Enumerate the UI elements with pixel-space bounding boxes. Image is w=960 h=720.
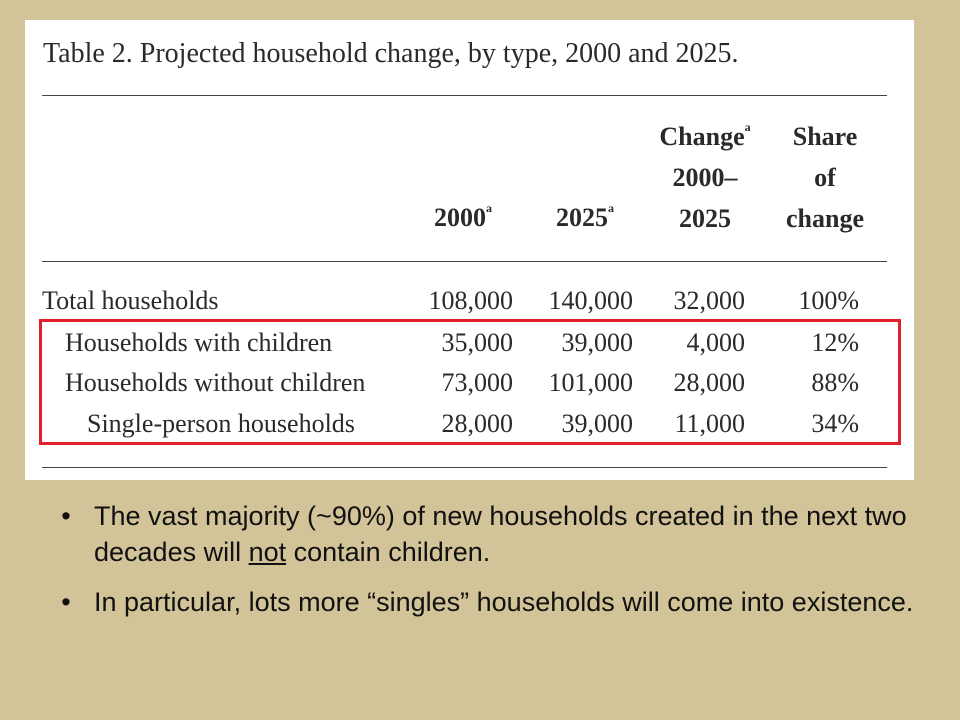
cell-share: 88% [811,368,859,397]
table-row-households-without-children: Households without children 73,000 101,0… [25,362,914,403]
cell-2025: 101,000 [548,368,634,397]
row-label: Households without children [65,368,366,397]
cell-change: 4,000 [686,328,746,357]
table-top-rule [42,95,887,96]
table-row-total-households: Total households 108,000 140,000 32,000 … [25,280,914,321]
column-header-2000: 2000a [434,201,492,232]
bullet-item-no-children: • The vast majority (~90%) of new househo… [56,498,936,570]
cell-change: 32,000 [673,286,746,315]
bullet-item-singles: • In particular, lots more “singles” hous… [56,584,936,620]
column-header-change: Changea 2000– 2025 [659,120,751,233]
bullet-marker: • [61,587,71,617]
cell-change: 11,000 [674,409,745,438]
cell-2000: 108,000 [428,286,514,315]
cell-2025: 39,000 [561,409,634,438]
cell-share: 12% [811,328,859,357]
bullet-list: • The vast majority (~90%) of new househo… [56,498,936,634]
table-row-households-with-children: Households with children 35,000 39,000 4… [25,322,914,363]
highlight-box [39,319,901,445]
cell-2000: 28,000 [441,409,514,438]
table-title: Table 2. Projected household change, by … [43,38,739,69]
column-header-share: Share of change [786,122,864,233]
cell-2025: 140,000 [548,286,634,315]
cell-change: 28,000 [673,368,746,397]
row-label: Total households [42,286,219,315]
row-label: Households with children [65,328,333,357]
table-header-rule [42,261,887,262]
bullet-marker: • [61,501,71,531]
row-label: Single-person households [87,409,355,438]
cell-2000: 35,000 [441,328,514,357]
emphasis-not: not [248,537,287,567]
table-row-single-person-households: Single-person households 28,000 39,000 1… [25,403,914,444]
table-bottom-rule [42,467,887,468]
cell-share: 34% [811,409,859,438]
cell-2000: 73,000 [441,368,514,397]
table-image: Table 2. Projected household change, by … [25,20,914,480]
cell-2025: 39,000 [561,328,634,357]
column-header-2025: 2025a [556,201,614,232]
cell-share: 100% [798,286,859,315]
